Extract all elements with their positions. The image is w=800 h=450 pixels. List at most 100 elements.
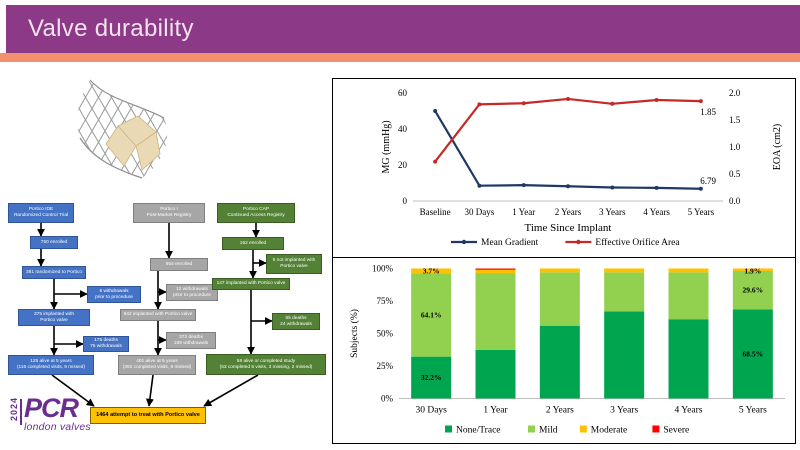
flowchart-box-label: 954 enrolled <box>165 261 193 267</box>
header-accent-strip <box>0 53 800 62</box>
svg-text:MG (mmHg): MG (mmHg) <box>381 120 392 173</box>
svg-text:100%: 100% <box>372 264 394 274</box>
svg-text:3.7%: 3.7% <box>423 267 440 276</box>
svg-text:2.0: 2.0 <box>729 88 741 98</box>
svg-text:32.2%: 32.2% <box>421 373 442 382</box>
svg-text:Mean Gradient: Mean Gradient <box>481 238 539 248</box>
flowchart-box-label: 169 withdrawals <box>173 340 209 346</box>
flowchart-box-label: Post-Market Registry <box>146 213 192 218</box>
svg-text:Mild: Mild <box>539 426 558 436</box>
flowchart-box-pm-title: Portico I Post-Market Registry <box>133 203 205 223</box>
flowchart-box-label: 372 deaths <box>179 334 203 340</box>
svg-text:4 Years: 4 Years <box>675 406 703 416</box>
hemodynamics-chart: 0 20 40 60 0.0 0.5 1.0 1.5 2.0 MG (mmHg) EOA (cm2)… <box>381 88 783 248</box>
svg-text:4 Years: 4 Years <box>643 207 670 217</box>
svg-text:2 Years: 2 Years <box>555 207 582 217</box>
svg-text:6.79: 6.79 <box>700 176 716 186</box>
svg-text:75%: 75% <box>377 296 394 306</box>
flowchart-box-label: (116 completed visits, 9 missed) <box>16 365 86 370</box>
svg-text:1 Year: 1 Year <box>483 406 508 416</box>
flowchart-box-cap-implanted: 147 implanted with Portico valve <box>212 278 290 290</box>
flowchart-box-cap-title: Portico CAP Continued Access Registry <box>217 203 295 223</box>
svg-text:1.85: 1.85 <box>700 107 716 117</box>
svg-text:20: 20 <box>398 160 408 170</box>
flowchart-box-label: 175 deaths <box>94 338 118 344</box>
flowchart-box-ide-enrolled: 750 enrolled <box>30 236 78 249</box>
svg-text:1.0: 1.0 <box>729 142 741 152</box>
svg-text:64.1%: 64.1% <box>421 310 442 319</box>
flowchart-box-label: 6 withdrawals <box>99 288 129 294</box>
svg-text:68.5%: 68.5% <box>743 349 764 358</box>
flowchart-box-label: (53 completed 5 visits, 3 missing, 2 mis… <box>219 364 313 370</box>
flowchart-box-ide-randomized: 381 randomized to Portico <box>22 266 86 279</box>
flowchart-box-label: (392 completed visits, 9 missed) <box>122 365 192 370</box>
flowchart-box-ide-deaths: 175 deaths 75 withdrawals <box>83 336 129 352</box>
logo-tagline: london valves <box>24 420 91 433</box>
svg-text:25%: 25% <box>377 361 394 371</box>
flowchart-box-label: 5 not implanted with <box>272 258 316 264</box>
flowchart-box-label: 24 withdrawals <box>280 321 312 327</box>
flowchart-box-ide-title: Portico IDE Randomized Control Trial <box>8 203 74 223</box>
svg-text:Time Since Implant: Time Since Implant <box>525 222 612 234</box>
hemodynamics-chart-panel: 0 20 40 60 0.0 0.5 1.0 1.5 2.0 MG (mmHg) EOA (cm2)… <box>332 78 796 259</box>
flowchart-box-ide-withdrawals-pre: 6 withdrawals prior to procedure <box>87 286 141 303</box>
logo-brand: PCR <box>24 393 79 423</box>
flowchart-box-cap-alive: 58 alive or completed study (53 completed… <box>206 354 326 375</box>
svg-text:0%: 0% <box>381 394 394 404</box>
flowchart-box-label: 75 withdrawals <box>90 344 122 349</box>
svg-text:Severe: Severe <box>663 426 689 436</box>
svg-text:0: 0 <box>403 196 408 206</box>
flowchart-box-label: 152 enrolled <box>239 240 267 246</box>
flowchart-box-pm-alive: 401 alive at 5 years (392 completed visit… <box>118 355 196 375</box>
svg-text:5 Years: 5 Years <box>739 406 767 416</box>
svg-text:1.5: 1.5 <box>729 115 741 125</box>
flowchart-box-label: Portico I <box>160 207 178 213</box>
flowchart-box-label: 375 implanted with <box>34 311 74 317</box>
flowchart-box-cap-deaths: 65 deaths 24 withdrawals <box>272 313 320 330</box>
flowchart-box-pm-implanted: 942 implanted with Portico valve <box>120 309 196 321</box>
flowchart-box-label: Portico CAP <box>242 207 270 213</box>
flowchart-box-label: Portico IDE <box>28 207 54 213</box>
flowchart-box-total: 1464 attempt to treat with Portico valve <box>90 407 206 424</box>
svg-text:None/Trace: None/Trace <box>456 426 501 436</box>
flowchart-box-label: 65 deaths <box>285 315 307 321</box>
flowchart-box-label: 942 implanted with Portico valve <box>123 312 193 318</box>
svg-text:3 Years: 3 Years <box>610 406 638 416</box>
flowchart-box-label: 401 alive at 5 years <box>136 359 178 365</box>
svg-text:0.0: 0.0 <box>729 196 741 206</box>
flowchart-box-label: 381 randomized to Portico <box>26 269 82 275</box>
logo-year: 2024 <box>9 397 19 422</box>
flowchart-box-label: 1464 attempt to treat with Portico valve <box>96 412 200 419</box>
flowchart-box-label: prior to procedure <box>95 294 133 300</box>
flowchart-box-label: prior to procedure <box>173 292 211 298</box>
svg-text:30 Days: 30 Days <box>415 406 447 416</box>
regurgitation-chart: 0% 25% 50% 75% 100% Subjects (%) 30 Days 1 Year… <box>349 264 785 436</box>
flowchart-box-pm-enrolled: 954 enrolled <box>150 258 208 271</box>
flowchart-box-ide-implanted: 375 implanted with Portico valve <box>18 309 90 326</box>
valve-image <box>77 79 168 179</box>
pcr-logo: 2024 PCR london valves <box>8 393 91 433</box>
svg-text:30 Days: 30 Days <box>465 207 495 217</box>
svg-text:0.5: 0.5 <box>729 169 741 179</box>
logo-divider <box>20 399 22 426</box>
flowchart-box-pm-withdrawals-pre: 12 withdrawals prior to procedure <box>166 284 218 301</box>
flowchart-box-label: Portico valve <box>40 317 68 323</box>
flowchart-box-pm-deaths: 372 deaths 169 withdrawals <box>166 332 216 349</box>
svg-text:60: 60 <box>398 88 408 98</box>
flowchart-box-label: 58 alive or completed study <box>236 358 296 364</box>
svg-text:50%: 50% <box>377 329 394 339</box>
svg-text:40: 40 <box>398 124 408 134</box>
header-bar: Valve durability <box>6 5 800 53</box>
flowchart-box-cap-not-implanted: 5 not implanted with Portico valve <box>266 254 322 274</box>
svg-text:Moderate: Moderate <box>591 426 627 436</box>
svg-text:5 Years: 5 Years <box>688 207 715 217</box>
svg-text:Baseline: Baseline <box>420 207 451 217</box>
svg-text:2 Years: 2 Years <box>546 406 574 416</box>
flowchart-box-label: Continued Access Registry <box>227 213 285 218</box>
svg-text:3 Years: 3 Years <box>599 207 626 217</box>
flowchart-box-label: 125 alive at 5 years <box>30 359 72 365</box>
svg-text:Subjects (%): Subjects (%) <box>349 309 360 358</box>
svg-text:Effective Orifice Area: Effective Orifice Area <box>595 237 680 248</box>
regurgitation-chart-panel: 0% 25% 50% 75% 100% Subjects (%) 30 Days 1 Year… <box>332 257 796 444</box>
